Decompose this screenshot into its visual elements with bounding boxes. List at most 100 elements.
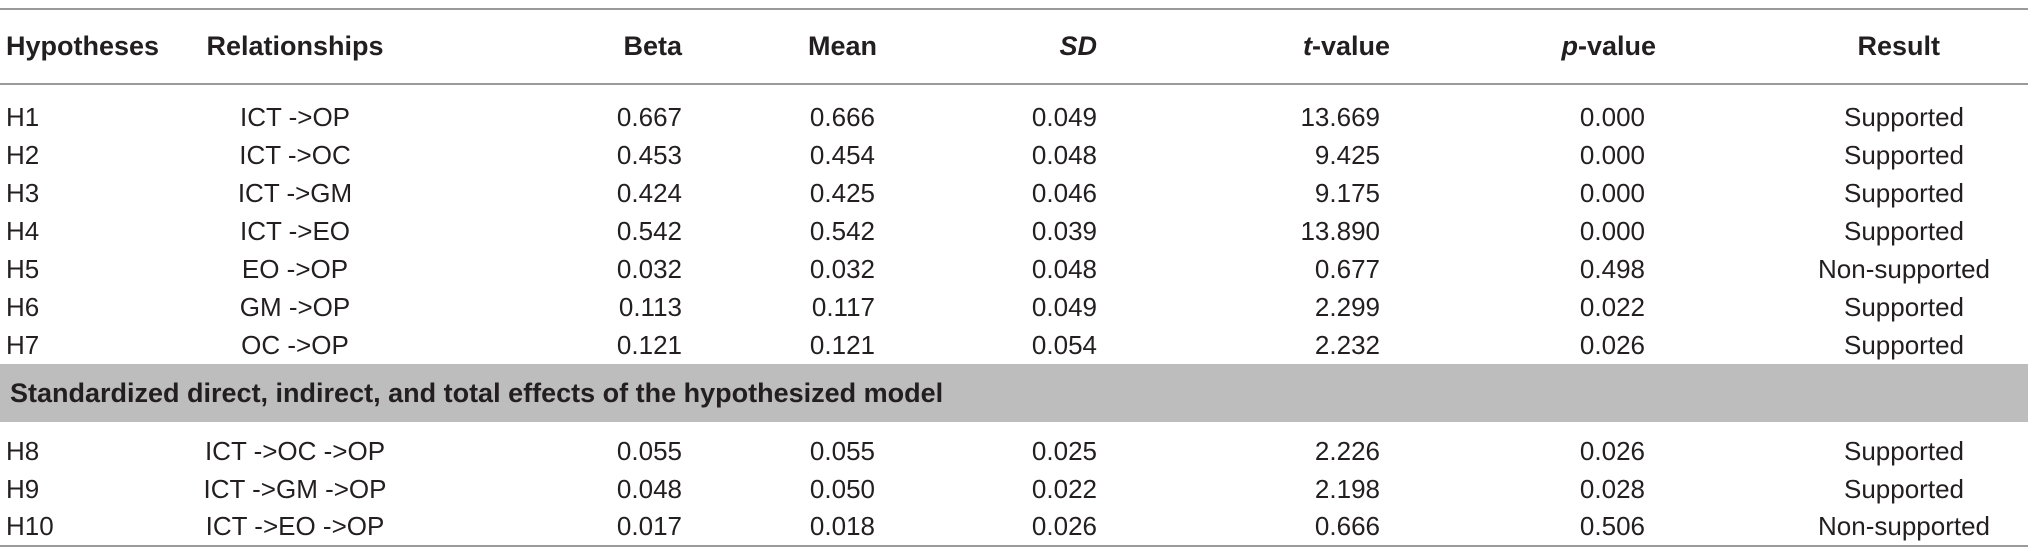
cell-hypothesis: H7	[6, 329, 40, 360]
cell-relationship: ICT ->OP	[239, 101, 351, 132]
cell-t-value: 9.175	[1314, 177, 1380, 208]
header-t-suffix: -value	[1311, 31, 1390, 61]
cell-mean: 0.055	[809, 435, 875, 466]
header-mean: Mean	[807, 31, 877, 61]
cell-t-value: 0.666	[1210, 508, 1500, 547]
header-result: Result	[1857, 31, 1940, 61]
cell-p-value: 0.498	[1579, 253, 1645, 284]
cell-result: Supported	[1844, 473, 1964, 504]
cell-relationship: OC ->OP	[241, 329, 349, 360]
cell-hypothesis: H10	[0, 508, 180, 547]
header-p-suffix: -value	[1577, 31, 1656, 61]
header-t-italic: t	[1302, 31, 1312, 61]
cell-t-value: 2.226	[1314, 435, 1380, 466]
table-row: H1 ICT ->OP 0.667 0.666 0.049 13.669 0.000 Supp…	[0, 98, 2028, 136]
cell-mean: 0.117	[811, 291, 875, 322]
cell-sd: 0.048	[1031, 253, 1097, 284]
cell-result: Supported	[1844, 177, 1964, 208]
cell-sd: 0.049	[1031, 291, 1097, 322]
cell-t-value: 13.890	[1300, 215, 1380, 246]
header-relationships: Relationships	[206, 31, 384, 61]
table-row: H8 ICT ->OC ->OP 0.055 0.055 0.025 2.226 0.026…	[0, 432, 2028, 470]
cell-beta: 0.424	[616, 177, 682, 208]
cell-hypothesis: H1	[6, 101, 40, 132]
cell-result: Supported	[1844, 291, 1964, 322]
cell-relationship: ICT ->OC ->OP	[204, 435, 386, 466]
cell-beta: 0.055	[616, 435, 682, 466]
cell-beta: 0.113	[618, 291, 682, 322]
cell-result: Non-supported	[1818, 253, 1990, 284]
cell-mean: 0.454	[809, 139, 875, 170]
cell-t-value: 0.677	[1314, 253, 1380, 284]
cell-result: Supported	[1844, 101, 1964, 132]
cell-sd: 0.025	[1031, 435, 1097, 466]
cell-relationship: ICT ->EO ->OP	[180, 508, 520, 547]
cell-hypothesis: H2	[6, 139, 40, 170]
cell-beta: 0.542	[616, 215, 682, 246]
header-p-value: p-value	[1500, 9, 1760, 84]
cell-sd: 0.048	[1031, 139, 1097, 170]
table-header: Hypotheses Relationships Beta Mean SD t-…	[0, 9, 2028, 84]
table-row: H7 OC ->OP 0.121 0.121 0.054 2.232 0.026 Suppor…	[0, 326, 2028, 364]
cell-p-value: 0.000	[1579, 139, 1645, 170]
cell-mean: 0.666	[809, 101, 875, 132]
cell-mean: 0.425	[809, 177, 875, 208]
header-t-value: t-value	[1210, 9, 1500, 84]
header-row: Hypotheses Relationships Beta Mean SD t-…	[0, 9, 2028, 84]
table-body: H1 ICT ->OP 0.667 0.666 0.049 13.669 0.000 Supp…	[0, 84, 2028, 547]
cell-result: Supported	[1844, 215, 1964, 246]
cell-result: Supported	[1844, 329, 1964, 360]
cell-beta: 0.667	[616, 101, 682, 132]
cell-p-value: 0.026	[1579, 435, 1645, 466]
section-title: Standardized direct, indirect, and total…	[0, 364, 2028, 422]
cell-sd: 0.026	[970, 508, 1210, 547]
cell-t-value: 2.299	[1314, 291, 1380, 322]
table-row: H4 ICT ->EO 0.542 0.542 0.039 13.890 0.000 Supp…	[0, 212, 2028, 250]
spacer-row	[0, 422, 2028, 432]
cell-beta: 0.032	[616, 253, 682, 284]
cell-sd: 0.046	[1031, 177, 1097, 208]
table-row: H3 ICT ->GM 0.424 0.425 0.046 9.175 0.000 Suppo…	[0, 174, 2028, 212]
cell-relationship: EO ->OP	[241, 253, 349, 284]
hypotheses-results-table: Hypotheses Relationships Beta Mean SD t-…	[0, 8, 2028, 547]
cell-relationship: ICT ->GM	[237, 177, 353, 208]
cell-t-value: 2.232	[1314, 329, 1380, 360]
header-beta: Beta	[623, 31, 682, 61]
cell-relationship: GM ->OP	[239, 291, 351, 322]
spacer-row	[0, 84, 2028, 98]
cell-p-value: 0.000	[1579, 101, 1645, 132]
cell-beta: 0.453	[616, 139, 682, 170]
cell-mean: 0.018	[720, 508, 970, 547]
cell-mean: 0.121	[809, 329, 875, 360]
cell-mean: 0.032	[809, 253, 875, 284]
cell-relationship: ICT ->OC	[239, 139, 351, 170]
cell-hypothesis: H6	[6, 291, 40, 322]
cell-result: Supported	[1844, 139, 1964, 170]
cell-mean: 0.050	[809, 473, 875, 504]
cell-p-value: 0.000	[1579, 177, 1645, 208]
table-row: H10 ICT ->EO ->OP 0.017 0.018 0.026 0.666 0.50…	[0, 508, 2028, 547]
table-row: H6 GM ->OP 0.113 0.117 0.049 2.299 0.022 Suppor…	[0, 288, 2028, 326]
header-sd: SD	[970, 9, 1210, 84]
cell-mean: 0.542	[809, 215, 875, 246]
cell-relationship: ICT ->GM ->OP	[203, 473, 387, 504]
header-sd-italic: SD	[1059, 31, 1097, 61]
cell-sd: 0.049	[1031, 101, 1097, 132]
header-hypotheses: Hypotheses	[6, 31, 160, 61]
table-row: H9 ICT ->GM ->OP 0.048 0.050 0.022 2.198 0.028…	[0, 470, 2028, 508]
cell-hypothesis: H4	[6, 215, 40, 246]
cell-p-value: 0.028	[1579, 473, 1645, 504]
header-p-italic: p	[1561, 31, 1578, 61]
cell-result: Supported	[1844, 435, 1964, 466]
table-row: H5 EO ->OP 0.032 0.032 0.048 0.677 0.498 Non-su…	[0, 250, 2028, 288]
cell-sd: 0.022	[1031, 473, 1097, 504]
cell-hypothesis: H3	[6, 177, 40, 208]
cell-hypothesis: H9	[6, 473, 40, 504]
cell-t-value: 13.669	[1300, 101, 1380, 132]
cell-p-value: 0.000	[1579, 215, 1645, 246]
cell-sd: 0.039	[1031, 215, 1097, 246]
cell-p-value: 0.022	[1579, 291, 1645, 322]
cell-result: Non-supported	[1760, 508, 2028, 547]
cell-sd: 0.054	[1031, 329, 1097, 360]
